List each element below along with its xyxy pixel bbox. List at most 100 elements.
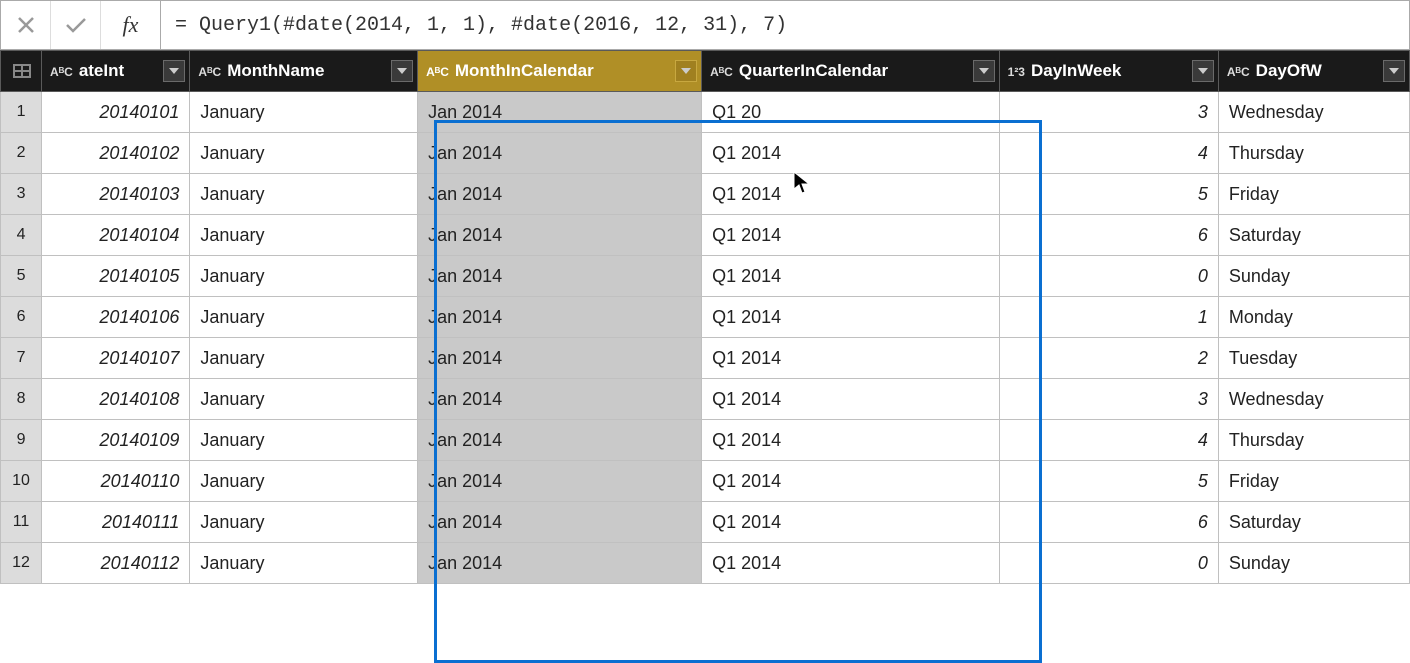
cell-quarterInCalendar[interactable]: Q1 2014 — [702, 297, 1000, 338]
row-number[interactable]: 8 — [1, 379, 42, 420]
column-header-dayInWeek[interactable]: 1²3DayInWeek — [999, 51, 1218, 92]
row-number[interactable]: 10 — [1, 461, 42, 502]
cell-monthName[interactable]: January — [190, 92, 418, 133]
cell-quarterInCalendar[interactable]: Q1 2014 — [702, 174, 1000, 215]
filter-dropdown-button[interactable] — [973, 60, 995, 82]
cell-quarterInCalendar[interactable]: Q1 2014 — [702, 461, 1000, 502]
cell-dayOfW[interactable]: Saturday — [1218, 215, 1409, 256]
cell-dayInWeek[interactable]: 5 — [999, 461, 1218, 502]
cell-dayInWeek[interactable]: 1 — [999, 297, 1218, 338]
cell-quarterInCalendar[interactable]: Q1 2014 — [702, 543, 1000, 584]
cell-dayOfW[interactable]: Thursday — [1218, 420, 1409, 461]
row-number[interactable]: 6 — [1, 297, 42, 338]
filter-dropdown-button[interactable] — [675, 60, 697, 82]
cell-monthName[interactable]: January — [190, 420, 418, 461]
cell-monthInCalendar[interactable]: Jan 2014 — [418, 133, 702, 174]
cell-monthName[interactable]: January — [190, 338, 418, 379]
row-number[interactable]: 3 — [1, 174, 42, 215]
formula-input[interactable]: = Query1(#date(2014, 1, 1), #date(2016, … — [161, 14, 1409, 37]
table-row[interactable]: 920140109JanuaryJan 2014Q1 20144Thursday — [1, 420, 1410, 461]
cell-dayInWeek[interactable]: 4 — [999, 133, 1218, 174]
row-number[interactable]: 11 — [1, 502, 42, 543]
cell-monthInCalendar[interactable]: Jan 2014 — [418, 92, 702, 133]
cell-monthName[interactable]: January — [190, 256, 418, 297]
cell-monthName[interactable]: January — [190, 174, 418, 215]
cell-monthInCalendar[interactable]: Jan 2014 — [418, 256, 702, 297]
table-corner-button[interactable] — [1, 51, 42, 92]
cell-dayOfW[interactable]: Friday — [1218, 174, 1409, 215]
cell-dayInWeek[interactable]: 3 — [999, 379, 1218, 420]
cell-dayOfW[interactable]: Wednesday — [1218, 92, 1409, 133]
cell-monthInCalendar[interactable]: Jan 2014 — [418, 215, 702, 256]
cell-monthInCalendar[interactable]: Jan 2014 — [418, 338, 702, 379]
row-number[interactable]: 1 — [1, 92, 42, 133]
table-row[interactable]: 720140107JanuaryJan 2014Q1 20142Tuesday — [1, 338, 1410, 379]
cell-dateInt[interactable]: 20140103 — [42, 174, 190, 215]
cell-dayInWeek[interactable]: 4 — [999, 420, 1218, 461]
cell-dayInWeek[interactable]: 2 — [999, 338, 1218, 379]
cell-dayInWeek[interactable]: 3 — [999, 92, 1218, 133]
cell-monthInCalendar[interactable]: Jan 2014 — [418, 379, 702, 420]
cell-monthName[interactable]: January — [190, 502, 418, 543]
cell-quarterInCalendar[interactable]: Q1 2014 — [702, 502, 1000, 543]
cell-dayInWeek[interactable]: 6 — [999, 215, 1218, 256]
cell-dateInt[interactable]: 20140105 — [42, 256, 190, 297]
filter-dropdown-button[interactable] — [391, 60, 413, 82]
cell-dateInt[interactable]: 20140106 — [42, 297, 190, 338]
row-number[interactable]: 9 — [1, 420, 42, 461]
cell-dayInWeek[interactable]: 5 — [999, 174, 1218, 215]
cell-monthName[interactable]: January — [190, 543, 418, 584]
table-row[interactable]: 1220140112JanuaryJan 2014Q1 20140Sunday — [1, 543, 1410, 584]
column-header-monthInCalendar[interactable]: AᴮCMonthInCalendar — [418, 51, 702, 92]
filter-dropdown-button[interactable] — [1383, 60, 1405, 82]
cell-quarterInCalendar[interactable]: Q1 20 — [702, 92, 1000, 133]
table-row[interactable]: 820140108JanuaryJan 2014Q1 20143Wednesda… — [1, 379, 1410, 420]
table-row[interactable]: 320140103JanuaryJan 2014Q1 20145Friday — [1, 174, 1410, 215]
cell-monthName[interactable]: January — [190, 215, 418, 256]
cell-dateInt[interactable]: 20140110 — [42, 461, 190, 502]
cell-dayInWeek[interactable]: 0 — [999, 256, 1218, 297]
cell-dateInt[interactable]: 20140109 — [42, 420, 190, 461]
cell-dateInt[interactable]: 20140112 — [42, 543, 190, 584]
cell-dayOfW[interactable]: Tuesday — [1218, 338, 1409, 379]
table-row[interactable]: 1020140110JanuaryJan 2014Q1 20145Friday — [1, 461, 1410, 502]
cell-monthName[interactable]: January — [190, 297, 418, 338]
row-number[interactable]: 12 — [1, 543, 42, 584]
cell-dayOfW[interactable]: Wednesday — [1218, 379, 1409, 420]
cell-monthInCalendar[interactable]: Jan 2014 — [418, 174, 702, 215]
column-header-dayOfW[interactable]: AᴮCDayOfW — [1218, 51, 1409, 92]
cell-monthInCalendar[interactable]: Jan 2014 — [418, 543, 702, 584]
cell-monthName[interactable]: January — [190, 379, 418, 420]
row-number[interactable]: 5 — [1, 256, 42, 297]
cell-dayOfW[interactable]: Saturday — [1218, 502, 1409, 543]
formula-accept-button[interactable] — [51, 1, 101, 49]
table-row[interactable]: 120140101JanuaryJan 2014Q1 203Wednesday — [1, 92, 1410, 133]
column-header-dateInt[interactable]: AᴮCateInt — [42, 51, 190, 92]
cell-monthName[interactable]: January — [190, 461, 418, 502]
cell-dayOfW[interactable]: Sunday — [1218, 543, 1409, 584]
cell-dayOfW[interactable]: Friday — [1218, 461, 1409, 502]
cell-quarterInCalendar[interactable]: Q1 2014 — [702, 420, 1000, 461]
table-row[interactable]: 220140102JanuaryJan 2014Q1 20144Thursday — [1, 133, 1410, 174]
cell-quarterInCalendar[interactable]: Q1 2014 — [702, 215, 1000, 256]
column-header-monthName[interactable]: AᴮCMonthName — [190, 51, 418, 92]
cell-dayOfW[interactable]: Sunday — [1218, 256, 1409, 297]
cell-monthInCalendar[interactable]: Jan 2014 — [418, 420, 702, 461]
cell-dateInt[interactable]: 20140111 — [42, 502, 190, 543]
cell-monthName[interactable]: January — [190, 133, 418, 174]
table-row[interactable]: 420140104JanuaryJan 2014Q1 20146Saturday — [1, 215, 1410, 256]
cell-monthInCalendar[interactable]: Jan 2014 — [418, 461, 702, 502]
row-number[interactable]: 4 — [1, 215, 42, 256]
cell-dayInWeek[interactable]: 0 — [999, 543, 1218, 584]
filter-dropdown-button[interactable] — [163, 60, 185, 82]
cell-dateInt[interactable]: 20140107 — [42, 338, 190, 379]
cell-quarterInCalendar[interactable]: Q1 2014 — [702, 338, 1000, 379]
cell-dateInt[interactable]: 20140104 — [42, 215, 190, 256]
cell-dayOfW[interactable]: Thursday — [1218, 133, 1409, 174]
cell-monthInCalendar[interactable]: Jan 2014 — [418, 502, 702, 543]
table-row[interactable]: 620140106JanuaryJan 2014Q1 20141Monday — [1, 297, 1410, 338]
cell-dateInt[interactable]: 20140108 — [42, 379, 190, 420]
filter-dropdown-button[interactable] — [1192, 60, 1214, 82]
cell-quarterInCalendar[interactable]: Q1 2014 — [702, 379, 1000, 420]
cell-quarterInCalendar[interactable]: Q1 2014 — [702, 256, 1000, 297]
